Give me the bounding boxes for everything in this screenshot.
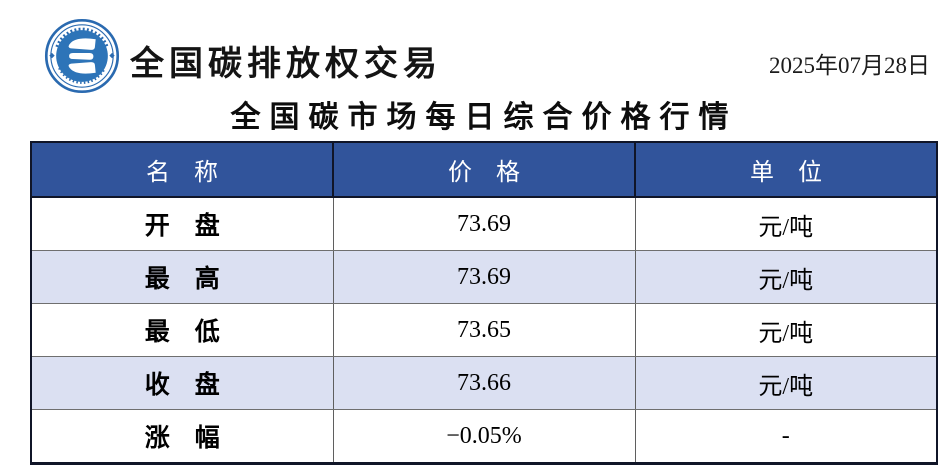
cell-unit: 元/吨 bbox=[635, 197, 937, 251]
carbon-exchange-logo-icon bbox=[44, 18, 120, 94]
price-table: 名 称 价 格 单 位 开 盘 73.69 元/吨 最 高 73.69 元/吨 … bbox=[30, 141, 938, 465]
cell-price: 73.66 bbox=[333, 356, 636, 410]
cell-name: 收 盘 bbox=[31, 356, 334, 410]
table-header-row: 名 称 价 格 单 位 bbox=[31, 142, 937, 198]
cell-price: 73.69 bbox=[333, 250, 636, 304]
table-row: 最 低 73.65 元/吨 bbox=[31, 303, 937, 357]
column-header-price: 价 格 bbox=[333, 142, 636, 198]
date-text: 2025年07月28日 bbox=[769, 53, 930, 78]
cell-name: 开 盘 bbox=[31, 197, 334, 251]
table-row: 涨 幅 −0.05% - bbox=[31, 409, 937, 465]
cell-name: 涨 幅 bbox=[31, 409, 334, 465]
table-row: 开 盘 73.69 元/吨 bbox=[31, 197, 937, 251]
page-title: 全国碳市场每日综合价格行情 bbox=[230, 101, 738, 134]
cell-name: 最 低 bbox=[31, 303, 334, 357]
cell-unit: 元/吨 bbox=[635, 303, 937, 357]
table-row: 收 盘 73.66 元/吨 bbox=[31, 356, 937, 410]
column-header-unit: 单 位 bbox=[635, 142, 937, 198]
cell-unit: - bbox=[635, 409, 937, 465]
cell-price: 73.69 bbox=[333, 197, 636, 251]
column-header-name: 名 称 bbox=[31, 142, 334, 198]
cell-unit: 元/吨 bbox=[635, 250, 937, 304]
cell-price: −0.05% bbox=[333, 409, 636, 465]
cell-name: 最 高 bbox=[31, 250, 334, 304]
brand-name: 全国碳排放权交易 bbox=[130, 46, 442, 83]
table-row: 最 高 73.69 元/吨 bbox=[31, 250, 937, 304]
cell-price: 73.65 bbox=[333, 303, 636, 357]
cell-unit: 元/吨 bbox=[635, 356, 937, 410]
